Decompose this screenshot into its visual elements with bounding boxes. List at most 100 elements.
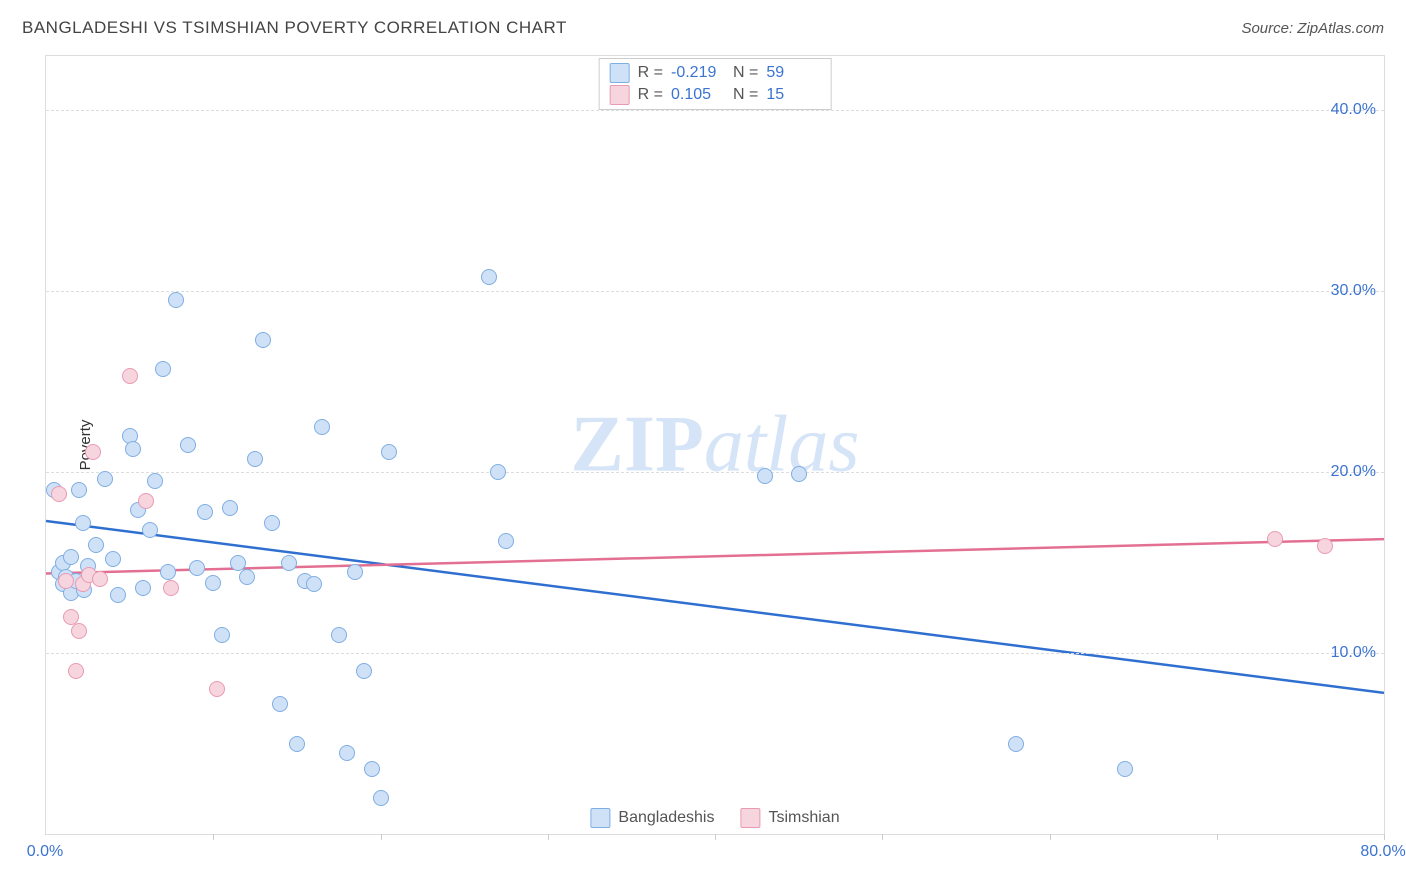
x-tick bbox=[213, 834, 214, 840]
scatter-point bbox=[155, 361, 171, 377]
scatter-point bbox=[1117, 761, 1133, 777]
gridline bbox=[46, 291, 1384, 292]
chart-header: BANGLADESHI VS TSIMSHIAN POVERTY CORRELA… bbox=[22, 18, 1384, 38]
y-tick-label: 20.0% bbox=[1331, 463, 1376, 481]
scatter-point bbox=[364, 761, 380, 777]
scatter-point bbox=[197, 504, 213, 520]
gridline bbox=[46, 472, 1384, 473]
scatter-point bbox=[122, 368, 138, 384]
stats-box: R = -0.219 N = 59 R = 0.105 N = 15 bbox=[599, 58, 832, 110]
stats-r-value: 0.105 bbox=[671, 86, 725, 104]
scatter-point bbox=[264, 515, 280, 531]
scatter-point bbox=[58, 573, 74, 589]
scatter-point bbox=[209, 681, 225, 697]
stats-swatch bbox=[610, 85, 630, 105]
x-tick bbox=[548, 834, 549, 840]
chart-source: Source: ZipAtlas.com bbox=[1241, 20, 1384, 37]
trend-line bbox=[46, 521, 1384, 693]
x-axis-label: 80.0% bbox=[1360, 843, 1405, 861]
scatter-point bbox=[356, 663, 372, 679]
scatter-point bbox=[230, 555, 246, 571]
gridline bbox=[46, 110, 1384, 111]
scatter-point bbox=[163, 580, 179, 596]
scatter-point bbox=[373, 790, 389, 806]
scatter-point bbox=[63, 549, 79, 565]
scatter-point bbox=[222, 500, 238, 516]
scatter-point bbox=[247, 451, 263, 467]
scatter-point bbox=[347, 564, 363, 580]
scatter-point bbox=[381, 444, 397, 460]
scatter-point bbox=[490, 464, 506, 480]
y-tick-label: 30.0% bbox=[1331, 282, 1376, 300]
scatter-point bbox=[791, 466, 807, 482]
legend-label: Tsimshian bbox=[768, 809, 839, 827]
stats-n-value: 59 bbox=[766, 64, 820, 82]
scatter-point bbox=[160, 564, 176, 580]
stats-n-value: 15 bbox=[766, 86, 820, 104]
scatter-point bbox=[498, 533, 514, 549]
legend-swatch bbox=[740, 808, 760, 828]
scatter-point bbox=[339, 745, 355, 761]
legend-swatch bbox=[590, 808, 610, 828]
legend-item: Tsimshian bbox=[740, 808, 839, 828]
stats-r-value: -0.219 bbox=[671, 64, 725, 82]
x-tick bbox=[1050, 834, 1051, 840]
scatter-point bbox=[110, 587, 126, 603]
scatter-point bbox=[239, 569, 255, 585]
y-tick-label: 10.0% bbox=[1331, 644, 1376, 662]
x-tick bbox=[381, 834, 382, 840]
legend: Bangladeshis Tsimshian bbox=[590, 808, 839, 828]
watermark-italic: atlas bbox=[704, 401, 860, 489]
stats-r-label: R = bbox=[638, 64, 663, 82]
chart-title: BANGLADESHI VS TSIMSHIAN POVERTY CORRELA… bbox=[22, 18, 567, 38]
scatter-point bbox=[289, 736, 305, 752]
stats-row: R = 0.105 N = 15 bbox=[610, 84, 821, 106]
scatter-point bbox=[214, 627, 230, 643]
x-axis-label: 0.0% bbox=[27, 843, 63, 861]
scatter-point bbox=[272, 696, 288, 712]
watermark-bold: ZIP bbox=[571, 401, 704, 489]
scatter-point bbox=[757, 468, 773, 484]
stats-n-label: N = bbox=[733, 86, 758, 104]
scatter-point bbox=[306, 576, 322, 592]
scatter-point bbox=[125, 441, 141, 457]
scatter-point bbox=[71, 623, 87, 639]
scatter-point bbox=[75, 515, 91, 531]
plot-area: ZIPatlas Poverty R = -0.219 N = 59 R = 0… bbox=[45, 55, 1385, 835]
scatter-point bbox=[142, 522, 158, 538]
stats-swatch bbox=[610, 63, 630, 83]
scatter-point bbox=[1008, 736, 1024, 752]
scatter-point bbox=[51, 486, 67, 502]
scatter-point bbox=[255, 332, 271, 348]
scatter-point bbox=[180, 437, 196, 453]
scatter-point bbox=[85, 444, 101, 460]
scatter-point bbox=[205, 575, 221, 591]
scatter-point bbox=[331, 627, 347, 643]
x-tick bbox=[715, 834, 716, 840]
scatter-point bbox=[68, 663, 84, 679]
watermark: ZIPatlas bbox=[571, 400, 860, 491]
scatter-point bbox=[88, 537, 104, 553]
scatter-point bbox=[314, 419, 330, 435]
scatter-point bbox=[97, 471, 113, 487]
scatter-point bbox=[1267, 531, 1283, 547]
scatter-point bbox=[481, 269, 497, 285]
trend-lines bbox=[46, 56, 1384, 834]
scatter-point bbox=[189, 560, 205, 576]
scatter-point bbox=[92, 571, 108, 587]
legend-label: Bangladeshis bbox=[618, 809, 714, 827]
legend-item: Bangladeshis bbox=[590, 808, 714, 828]
stats-r-label: R = bbox=[638, 86, 663, 104]
scatter-point bbox=[168, 292, 184, 308]
stats-n-label: N = bbox=[733, 64, 758, 82]
x-tick bbox=[1384, 834, 1385, 840]
y-tick-label: 40.0% bbox=[1331, 101, 1376, 119]
x-tick bbox=[882, 834, 883, 840]
stats-row: R = -0.219 N = 59 bbox=[610, 62, 821, 84]
scatter-point bbox=[1317, 538, 1333, 554]
scatter-point bbox=[281, 555, 297, 571]
scatter-point bbox=[138, 493, 154, 509]
scatter-point bbox=[105, 551, 121, 567]
scatter-point bbox=[71, 482, 87, 498]
scatter-point bbox=[135, 580, 151, 596]
